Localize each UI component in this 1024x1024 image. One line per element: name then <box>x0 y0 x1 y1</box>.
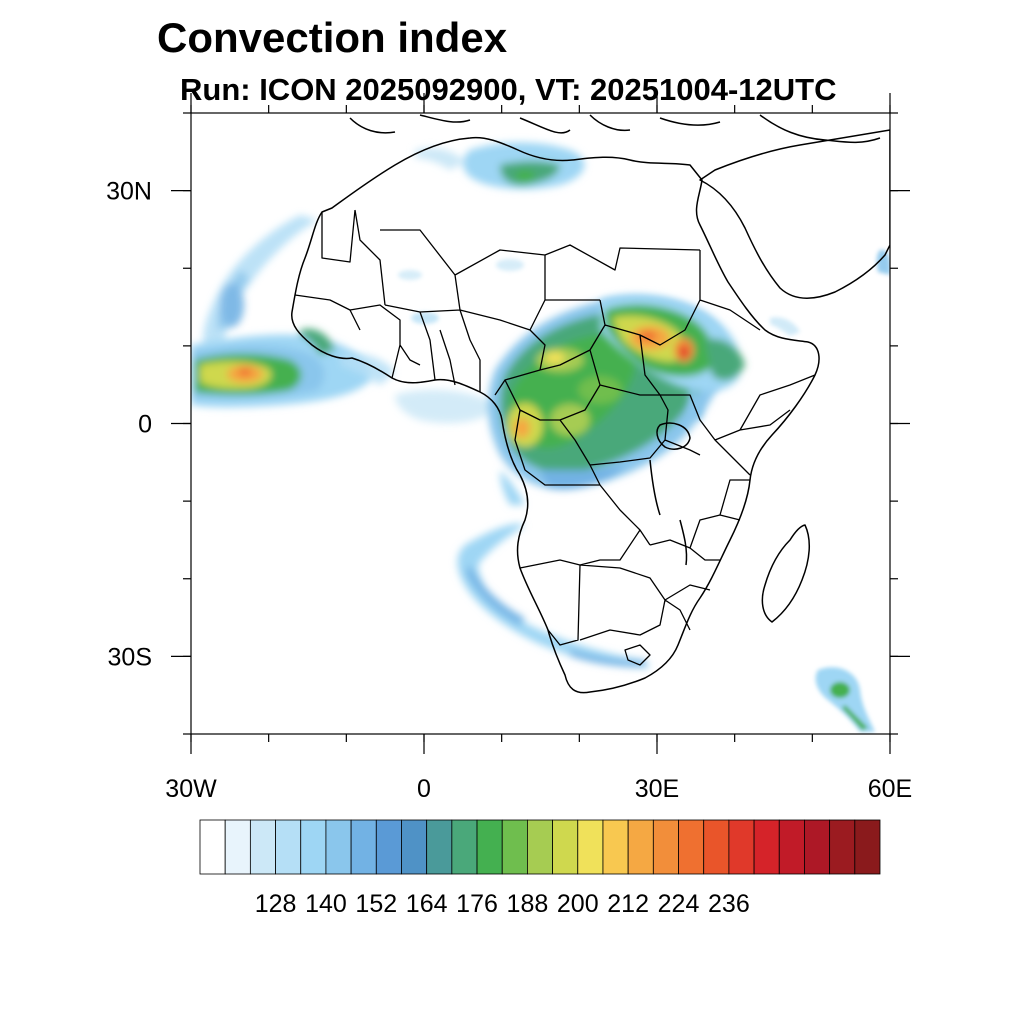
coastlines-borders <box>291 114 890 694</box>
colorbar-swatch <box>375 819 402 875</box>
colorbar-swatch <box>854 819 881 875</box>
colorbar-swatch <box>778 819 805 875</box>
colorbar-label: 212 <box>607 890 649 918</box>
country-borders <box>294 209 816 666</box>
y-tick-label: 0 <box>138 411 152 439</box>
colorbar-label: 200 <box>557 890 599 918</box>
colorbar-swatch <box>199 819 226 875</box>
x-tick-label: 60E <box>868 775 912 803</box>
colorbar-swatch <box>627 819 654 875</box>
y-tick-label: 30N <box>106 178 152 206</box>
x-tick-label: 30E <box>635 775 679 803</box>
europe-coastline <box>349 114 881 144</box>
colorbar-swatch <box>275 819 302 875</box>
colorbar-swatch <box>300 819 327 875</box>
convection-arabia-edge <box>770 249 890 336</box>
y-tick-label: 30S <box>108 643 152 671</box>
colorbar-swatch <box>804 819 831 875</box>
colorbar-label: 152 <box>355 890 397 918</box>
lake-malawi <box>679 519 688 566</box>
convection-south-atlantic <box>457 523 650 668</box>
colorbar-swatch <box>527 819 553 875</box>
colorbar-swatch <box>552 819 579 875</box>
colorbar-swatch <box>652 819 679 875</box>
colorbar-swatch <box>249 819 276 875</box>
madagascar-coastline <box>761 524 810 623</box>
colorbar-swatch <box>325 819 352 875</box>
colorbar-swatch <box>350 819 377 875</box>
arabia-coastline <box>699 129 890 299</box>
colorbar-swatch <box>728 819 755 875</box>
colorbar-swatch <box>602 819 629 875</box>
convection-itcz-west <box>191 328 372 408</box>
colorbar-label: 236 <box>708 890 750 918</box>
x-tick-label: 30W <box>165 775 217 803</box>
colorbar-label: 164 <box>406 890 448 918</box>
colorbar-label: 128 <box>255 890 297 918</box>
convection-sahara-patches <box>398 259 524 324</box>
convection-indian-ocean <box>815 667 875 732</box>
colorbar-swatch <box>476 819 503 875</box>
convection-north-africa <box>415 142 585 190</box>
lake-tanganyika <box>649 459 661 516</box>
colorbar: 128 140 152 164 176 188 200 212 224 236 <box>199 819 881 918</box>
colorbar-label: 140 <box>305 890 347 918</box>
colorbar-swatch <box>703 819 730 875</box>
convection-atlantic-plume <box>203 215 318 350</box>
x-tick-label: 0 <box>417 775 431 803</box>
chart-subtitle: Run: ICON 2025092900, VT: 20251004-12UTC <box>180 72 837 107</box>
colorbar-swatch <box>401 819 428 875</box>
convection-east-africa <box>600 294 745 420</box>
colorbar-swatch <box>224 819 251 875</box>
colorbar-swatch <box>829 819 856 875</box>
convection-gulf-guinea <box>340 353 500 424</box>
colorbar-label: 188 <box>507 890 549 918</box>
colorbar-label: 176 <box>456 890 498 918</box>
colorbar-swatch <box>678 819 705 875</box>
convection-field <box>191 142 890 732</box>
colorbar-swatch <box>753 819 780 875</box>
colorbar-swatch <box>451 819 478 875</box>
africa-coastline <box>291 136 820 694</box>
chart-title: Convection index <box>157 14 508 61</box>
axis-ticks: 30W 0 30E 60E 30N 0 30S <box>106 93 912 803</box>
colorbar-swatch <box>426 819 453 875</box>
colorbar-label: 224 <box>658 890 700 918</box>
colorbar-swatch <box>501 819 528 875</box>
lake-victoria <box>656 422 691 450</box>
colorbar-swatch <box>577 819 604 875</box>
